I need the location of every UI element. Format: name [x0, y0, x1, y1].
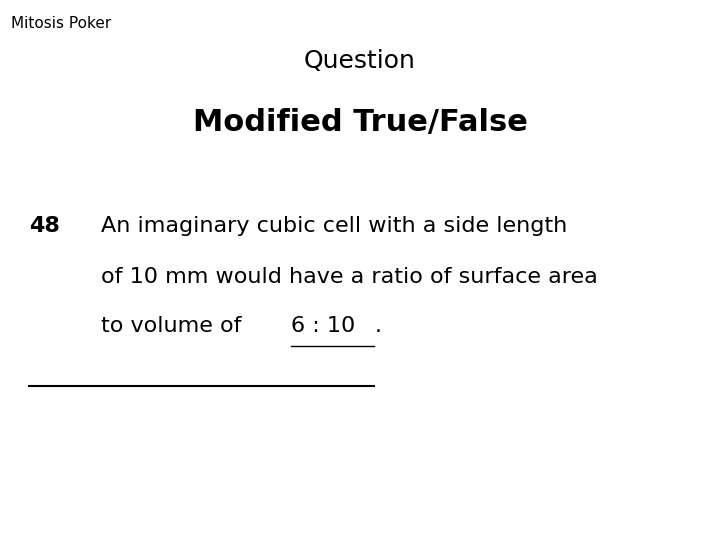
Text: Question: Question — [304, 49, 416, 72]
Text: of 10 mm would have a ratio of surface area: of 10 mm would have a ratio of surface a… — [101, 267, 598, 287]
Text: Mitosis Poker: Mitosis Poker — [11, 16, 111, 31]
Text: to volume of: to volume of — [101, 316, 248, 336]
Text: An imaginary cubic cell with a side length: An imaginary cubic cell with a side leng… — [101, 216, 567, 236]
Text: 6 : 10: 6 : 10 — [292, 316, 356, 336]
Text: 48: 48 — [29, 216, 60, 236]
Text: .: . — [374, 316, 381, 336]
Text: Modified True/False: Modified True/False — [192, 108, 528, 137]
